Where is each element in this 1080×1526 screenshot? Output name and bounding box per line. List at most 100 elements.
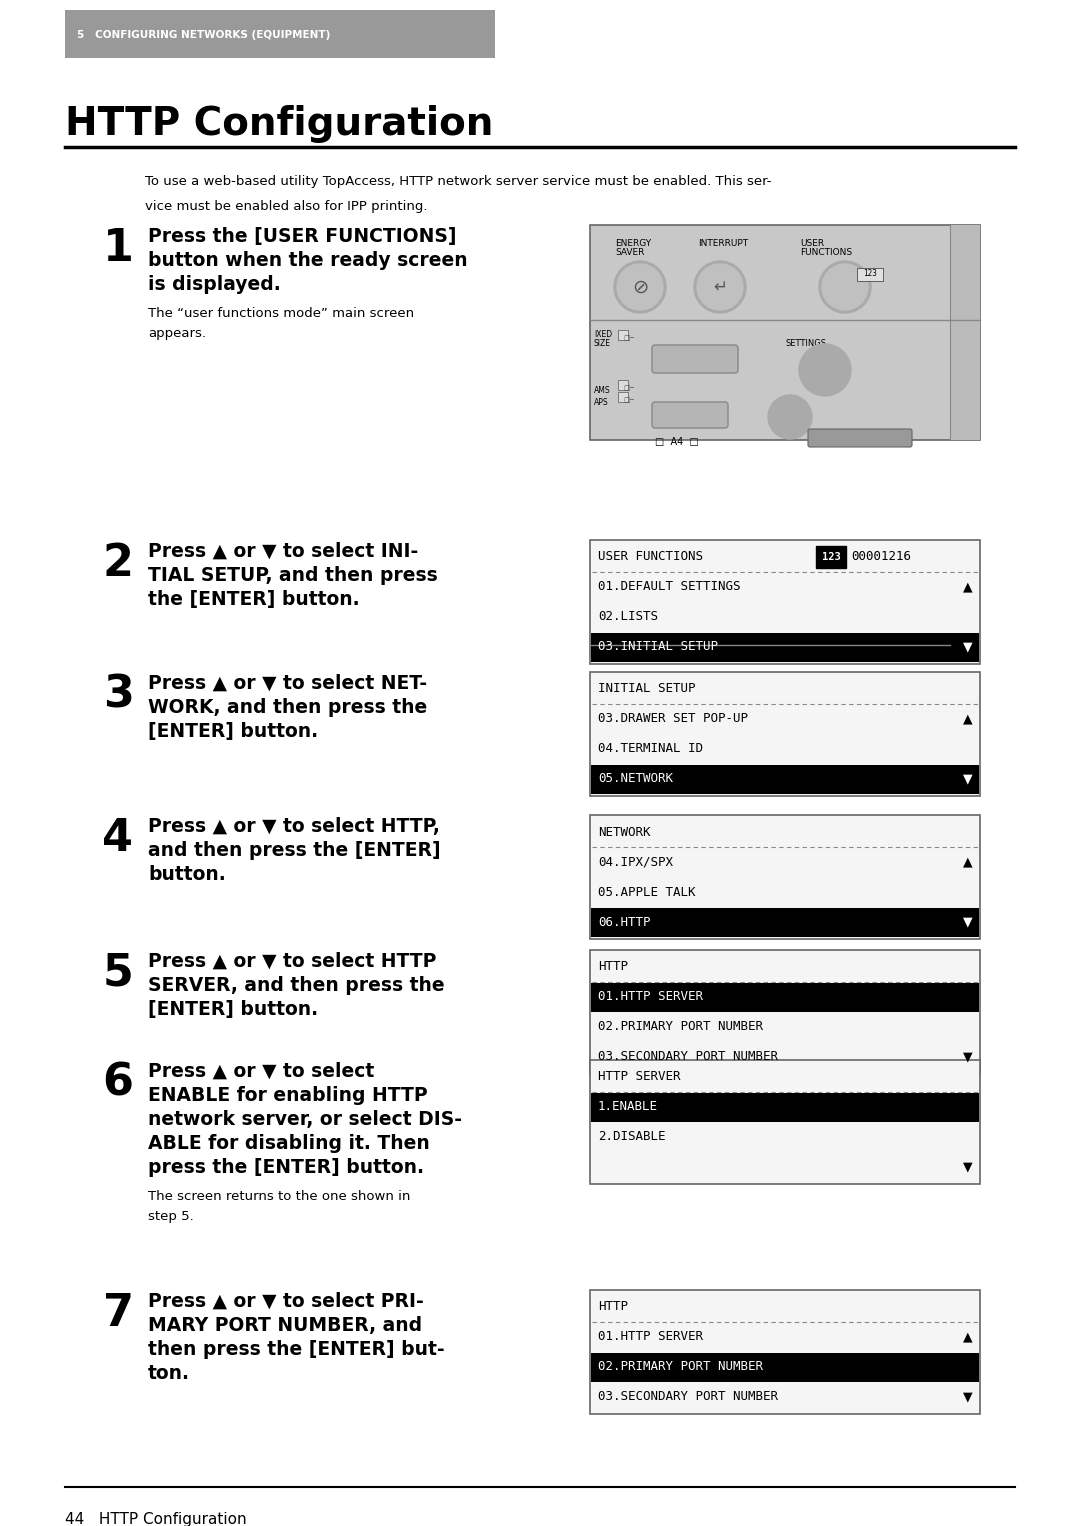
- Text: ton.: ton.: [148, 1364, 190, 1383]
- Text: □  A4  □: □ A4 □: [654, 436, 699, 447]
- Text: ENERGY: ENERGY: [615, 240, 651, 249]
- Text: 05.APPLE TALK: 05.APPLE TALK: [598, 885, 696, 899]
- Text: The “user functions mode” main screen: The “user functions mode” main screen: [148, 307, 414, 320]
- Text: INTERRUPT: INTERRUPT: [698, 240, 748, 249]
- Circle shape: [697, 264, 743, 310]
- Text: 123: 123: [863, 270, 877, 279]
- Text: ▼: ▼: [963, 772, 973, 786]
- Text: USER FUNCTIONS: USER FUNCTIONS: [598, 551, 703, 563]
- Text: ▼: ▼: [963, 641, 973, 653]
- Text: ▲: ▲: [963, 580, 973, 594]
- Circle shape: [819, 261, 870, 313]
- Text: 01.HTTP SERVER: 01.HTTP SERVER: [598, 1331, 703, 1343]
- Bar: [618, 380, 627, 391]
- Text: 05.NETWORK: 05.NETWORK: [598, 772, 673, 786]
- Bar: [65, 11, 495, 58]
- Bar: [858, 269, 883, 281]
- Text: Press the [USER FUNCTIONS]: Press the [USER FUNCTIONS]: [148, 227, 457, 246]
- Text: 03.SECONDARY PORT NUMBER: 03.SECONDARY PORT NUMBER: [598, 1390, 778, 1404]
- Text: button.: button.: [148, 865, 226, 884]
- Circle shape: [822, 264, 868, 310]
- Bar: [590, 540, 980, 664]
- Text: 3: 3: [103, 674, 134, 717]
- Text: ▼: ▼: [963, 1050, 973, 1064]
- Text: TIAL SETUP, and then press: TIAL SETUP, and then press: [148, 566, 437, 584]
- Text: NETWORK: NETWORK: [598, 826, 650, 838]
- Bar: [591, 633, 978, 662]
- Text: 00001216: 00001216: [851, 551, 912, 563]
- Text: ▼: ▼: [963, 1390, 973, 1404]
- Text: ▲: ▲: [963, 1100, 973, 1114]
- Text: Press ▲ or ▼ to select PRI-: Press ▲ or ▼ to select PRI-: [148, 1293, 423, 1311]
- Text: □─: □─: [623, 336, 634, 340]
- Text: [ENTER] button.: [ENTER] button.: [148, 1000, 319, 1019]
- Text: □─: □─: [623, 385, 634, 391]
- Bar: [591, 1354, 978, 1383]
- Text: Press ▲ or ▼ to select INI-: Press ▲ or ▼ to select INI-: [148, 542, 418, 562]
- Text: press the [ENTER] button.: press the [ENTER] button.: [148, 1158, 424, 1177]
- Bar: [590, 224, 980, 439]
- Text: 03.DRAWER SET POP-UP: 03.DRAWER SET POP-UP: [598, 713, 748, 725]
- Text: 6: 6: [103, 1062, 134, 1105]
- Bar: [591, 765, 978, 794]
- Text: HTTP SERVER: HTTP SERVER: [598, 1071, 680, 1083]
- Text: ⊘: ⊘: [632, 278, 648, 296]
- Text: ▲: ▲: [963, 990, 973, 1004]
- FancyBboxPatch shape: [652, 345, 738, 372]
- Bar: [591, 983, 978, 1012]
- Text: IXED: IXED: [594, 330, 612, 339]
- Text: ▲: ▲: [963, 856, 973, 868]
- Text: MARY PORT NUMBER, and: MARY PORT NUMBER, and: [148, 1315, 422, 1335]
- Text: and then press the [ENTER]: and then press the [ENTER]: [148, 841, 441, 861]
- Text: 44   HTTP Configuration: 44 HTTP Configuration: [65, 1512, 246, 1526]
- Text: 03.INITIAL SETUP: 03.INITIAL SETUP: [598, 641, 718, 653]
- Text: 2.DISABLE: 2.DISABLE: [598, 1131, 665, 1143]
- Text: The screen returns to the one shown in: The screen returns to the one shown in: [148, 1190, 410, 1202]
- Text: 04.IPX/SPX: 04.IPX/SPX: [598, 856, 673, 868]
- Text: 1.ENABLE: 1.ENABLE: [598, 1100, 658, 1114]
- Text: WORK, and then press the: WORK, and then press the: [148, 697, 428, 717]
- Text: SETTINGS: SETTINGS: [785, 339, 826, 348]
- Text: the [ENTER] button.: the [ENTER] button.: [148, 591, 360, 609]
- Text: Press ▲ or ▼ to select HTTP,: Press ▲ or ▼ to select HTTP,: [148, 816, 440, 836]
- Text: ABLE for disabling it. Then: ABLE for disabling it. Then: [148, 1134, 430, 1154]
- Text: Press ▲ or ▼ to select NET-: Press ▲ or ▼ to select NET-: [148, 674, 427, 693]
- Text: 04.TERMINAL ID: 04.TERMINAL ID: [598, 743, 703, 755]
- Bar: [618, 392, 627, 401]
- Text: ENABLE for enabling HTTP: ENABLE for enabling HTTP: [148, 1087, 428, 1105]
- Text: SIZE: SIZE: [594, 339, 611, 348]
- Text: 4: 4: [103, 816, 134, 861]
- Text: ▼: ▼: [963, 1160, 973, 1173]
- Text: 5: 5: [103, 952, 134, 995]
- Text: HTTP Configuration: HTTP Configuration: [65, 105, 494, 143]
- Text: 5   CONFIGURING NETWORKS (EQUIPMENT): 5 CONFIGURING NETWORKS (EQUIPMENT): [77, 31, 330, 40]
- Text: □─: □─: [623, 397, 634, 403]
- Bar: [590, 815, 980, 938]
- Text: 03.SECONDARY PORT NUMBER: 03.SECONDARY PORT NUMBER: [598, 1050, 778, 1064]
- Text: INITIAL SETUP: INITIAL SETUP: [598, 682, 696, 696]
- Bar: [816, 546, 846, 568]
- Text: 02.PRIMARY PORT NUMBER: 02.PRIMARY PORT NUMBER: [598, 1021, 762, 1033]
- Text: appears.: appears.: [148, 327, 206, 340]
- Text: 02.PRIMARY PORT NUMBER: 02.PRIMARY PORT NUMBER: [598, 1361, 762, 1373]
- Bar: [590, 1061, 980, 1184]
- Circle shape: [694, 261, 746, 313]
- Text: [ENTER] button.: [ENTER] button.: [148, 722, 319, 742]
- Circle shape: [615, 261, 666, 313]
- Text: ↵: ↵: [713, 278, 727, 296]
- Bar: [591, 1093, 978, 1122]
- Text: APS: APS: [594, 398, 609, 407]
- Text: To use a web-based utility TopAccess, HTTP network server service must be enable: To use a web-based utility TopAccess, HT…: [145, 175, 771, 188]
- Text: 2: 2: [103, 542, 134, 584]
- Text: step 5.: step 5.: [148, 1210, 193, 1222]
- Text: network server, or select DIS-: network server, or select DIS-: [148, 1109, 462, 1129]
- Text: HTTP: HTTP: [598, 960, 627, 974]
- Text: SERVER, and then press the: SERVER, and then press the: [148, 977, 445, 995]
- Text: 1: 1: [103, 227, 134, 270]
- Text: FUNCTIONS: FUNCTIONS: [800, 249, 852, 256]
- Text: then press the [ENTER] but-: then press the [ENTER] but-: [148, 1340, 445, 1360]
- Text: 02.LISTS: 02.LISTS: [598, 610, 658, 624]
- FancyBboxPatch shape: [808, 429, 912, 447]
- Bar: [591, 908, 978, 937]
- Text: USER: USER: [800, 240, 824, 249]
